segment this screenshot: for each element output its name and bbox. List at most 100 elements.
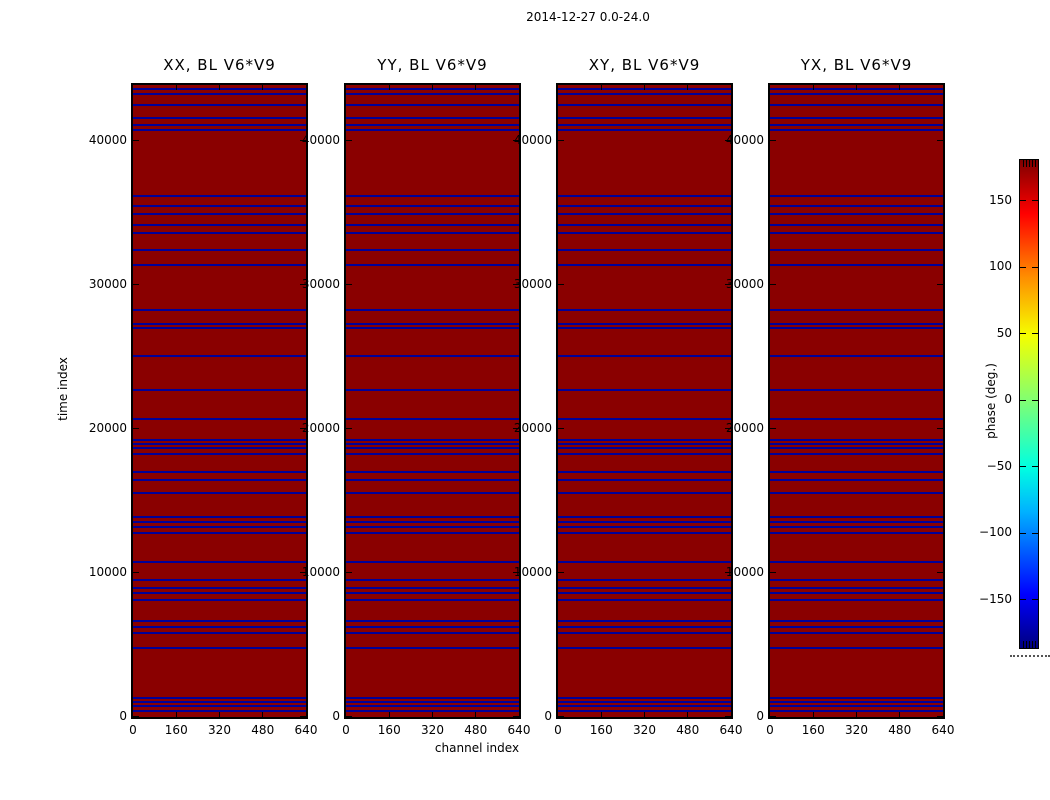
heatmap-yx: 0 10000 20000 30000 40000 0 160 320 480 640: [726, 83, 954, 737]
y-tick-mark: [346, 716, 352, 717]
panel-title-yx: YX, BL V6*V9: [800, 56, 913, 74]
x-tick-mark: [388, 712, 390, 717]
flagged-row-stripe: [133, 492, 306, 495]
flagged-row-stripe: [133, 525, 306, 528]
flagged-row-stripe: [346, 525, 519, 528]
x-tick-mark: [856, 712, 857, 717]
y-tick-mark: [725, 428, 731, 429]
x-tick-mark: [219, 85, 220, 90]
colorbar-end-hatch: [1029, 160, 1030, 167]
flagged-row-stripe: [770, 525, 943, 528]
y-tick-mark: [133, 572, 139, 573]
y-tick-mark: [300, 428, 306, 429]
flagged-row-stripe: [770, 697, 943, 699]
colorbar-tick-mark: [1020, 599, 1026, 600]
colorbar-tick-label: −150: [979, 591, 1012, 606]
flagged-row-stripe: [558, 479, 731, 482]
flagged-row-stripe: [558, 492, 731, 495]
colorbar-end-hatch: [1023, 641, 1024, 648]
y-tick-mark: [346, 572, 352, 573]
flagged-row-stripe: [558, 592, 731, 595]
y-tick-label: 10000: [301, 565, 340, 579]
x-tick-label: 640: [931, 723, 955, 737]
flagged-row-stripe: [558, 632, 731, 634]
flagged-row-stripe: [770, 124, 943, 127]
x-tick-mark: [856, 85, 857, 90]
flagged-row-stripe: [770, 471, 943, 474]
flagged-row-stripe: [346, 620, 519, 622]
flagged-row-stripe: [133, 117, 306, 119]
colorbar-tick-mark: [1032, 466, 1038, 467]
flagged-row-stripe: [770, 439, 943, 442]
flagged-row-stripe: [346, 124, 519, 127]
flagged-row-stripe: [133, 599, 306, 602]
y-tick-mark: [346, 428, 352, 429]
flagged-row-stripe: [770, 701, 943, 703]
flagged-row-stripe: [133, 632, 306, 634]
x-tick-mark: [432, 85, 433, 90]
flagged-row-stripe: [770, 104, 943, 106]
flagged-row-stripe: [346, 705, 519, 708]
flagged-row-stripe: [133, 439, 306, 442]
colorbar-tick-mark: [1020, 532, 1026, 534]
colorbar-tick-mark: [1020, 200, 1026, 201]
flagged-row-stripe: [770, 443, 943, 446]
y-tick-label: 20000: [301, 421, 340, 435]
flagged-row-stripe: [133, 697, 306, 699]
flagged-row-stripe: [346, 532, 519, 534]
flagged-row-stripe: [346, 626, 519, 628]
x-tick-label: 320: [845, 723, 868, 737]
x-tick-label: 0: [766, 723, 774, 737]
flagged-row-stripe: [133, 389, 306, 392]
flagged-row-stripe: [346, 354, 519, 357]
colorbar-tick-mark: [1020, 266, 1026, 268]
panel-title-xx: XX, BL V6*V9: [163, 56, 276, 74]
flagged-row-stripe: [346, 213, 519, 216]
colorbar-tick-mark: [1032, 532, 1038, 534]
y-tick-label: 0: [332, 709, 340, 723]
flagged-row-stripe: [346, 309, 519, 312]
flagged-row-stripe: [770, 326, 943, 329]
flagged-row-stripe: [558, 223, 731, 226]
flagged-row-stripe: [346, 592, 519, 595]
colorbar-tick-label: −50: [986, 458, 1012, 473]
y-tick-label: 10000: [725, 565, 764, 579]
x-tick-mark: [262, 712, 264, 717]
x-tick-mark: [687, 712, 689, 717]
flagged-row-stripe: [558, 599, 731, 602]
flagged-row-stripe: [133, 520, 306, 523]
flagged-row-stripe: [133, 213, 306, 216]
flagged-row-stripe: [346, 128, 519, 131]
colorbar-gradient: [1020, 160, 1038, 648]
flagged-row-stripe: [346, 632, 519, 634]
flagged-row-stripe: [770, 647, 943, 649]
flagged-row-stripe: [558, 447, 731, 450]
y-tick-label: 10000: [88, 565, 127, 579]
y-tick-mark: [346, 284, 352, 285]
heatmap-xx: 0 10000 20000 30000 40000 0 160 320 480 640: [89, 83, 317, 737]
colorbar-tick-label: 0: [1004, 392, 1012, 406]
flagged-row-stripe: [770, 322, 943, 325]
x-tick-mark: [812, 712, 814, 717]
flagged-row-stripe: [346, 701, 519, 703]
flagged-row-stripe: [770, 479, 943, 482]
flagged-row-stripe: [346, 417, 519, 420]
flagged-row-stripe: [770, 354, 943, 357]
colorbar-end-hatch: [1026, 160, 1027, 167]
y-tick-mark: [300, 284, 306, 285]
flagged-row-stripe: [133, 309, 306, 312]
flagged-row-stripe: [133, 223, 306, 226]
flagged-row-stripe: [558, 579, 731, 582]
colorbar-tick-label: 50: [996, 325, 1012, 340]
flagged-row-stripe: [346, 647, 519, 649]
x-tick-mark: [644, 712, 645, 717]
flagged-row-stripe: [558, 263, 731, 266]
colorbar-end-hatch: [1029, 641, 1030, 648]
y-tick-mark: [513, 140, 519, 141]
flagged-row-stripe: [346, 471, 519, 474]
flagged-row-stripe: [558, 620, 731, 622]
panel-xy: XY, BL V6*V9 0 10000 20000 30000 40000 0 160 32…: [514, 56, 743, 756]
colorbar-tick-mark: [1032, 333, 1038, 334]
colorbar: 150 100 50 0 −50 −100 −150: [979, 159, 1050, 657]
flagged-row-stripe: [770, 587, 943, 590]
